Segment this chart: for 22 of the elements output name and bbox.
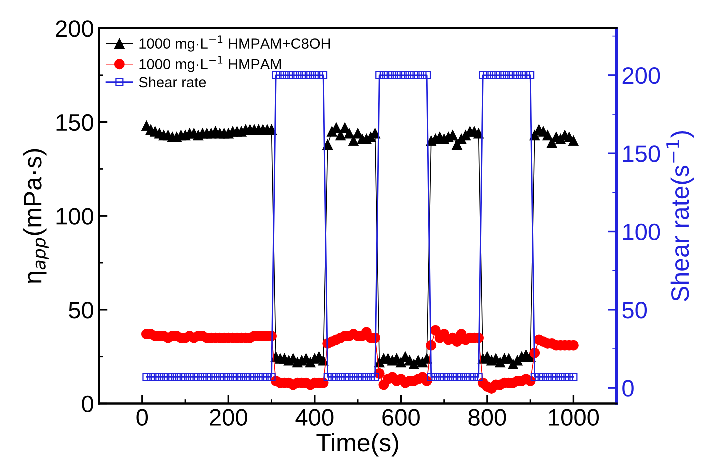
x-tick-label: 1000 [549,409,600,426]
x-axis-title: Time(s) [316,433,398,457]
y2-tick-label: 100 [623,224,660,241]
x-tick-label: 600 [382,409,420,426]
y-tick-label: 150 [56,114,94,132]
y2-tick-label: 150 [623,146,660,162]
y-tick-label: 200 [56,20,94,38]
x-tick-label: 200 [210,409,248,426]
x-tick-label: 400 [296,409,334,426]
legend-label: 1000 mg·L$^{−1}$ HMPAM+C8OH [140,36,330,52]
legend-label: 1000 mg·L$^{−1}$ HMPAM [140,56,282,72]
y-tick-label: 0 [82,396,94,413]
y2-axis-title: Shear rate(s$^{−1}$) [666,131,694,302]
legend-label: Shear rate [139,76,206,88]
y2-tick-label: 0 [622,380,634,397]
y-tick-label: 100 [56,208,94,225]
y-tick-label: 50 [69,302,94,319]
y2-tick-label: 50 [622,302,648,319]
y2-tick-label: 200 [622,67,660,84]
x-tick-label: 800 [468,409,506,426]
y-axis-title: η$_{app}$(mPa·s) [23,149,50,284]
x-tick-label: 0 [136,409,148,426]
